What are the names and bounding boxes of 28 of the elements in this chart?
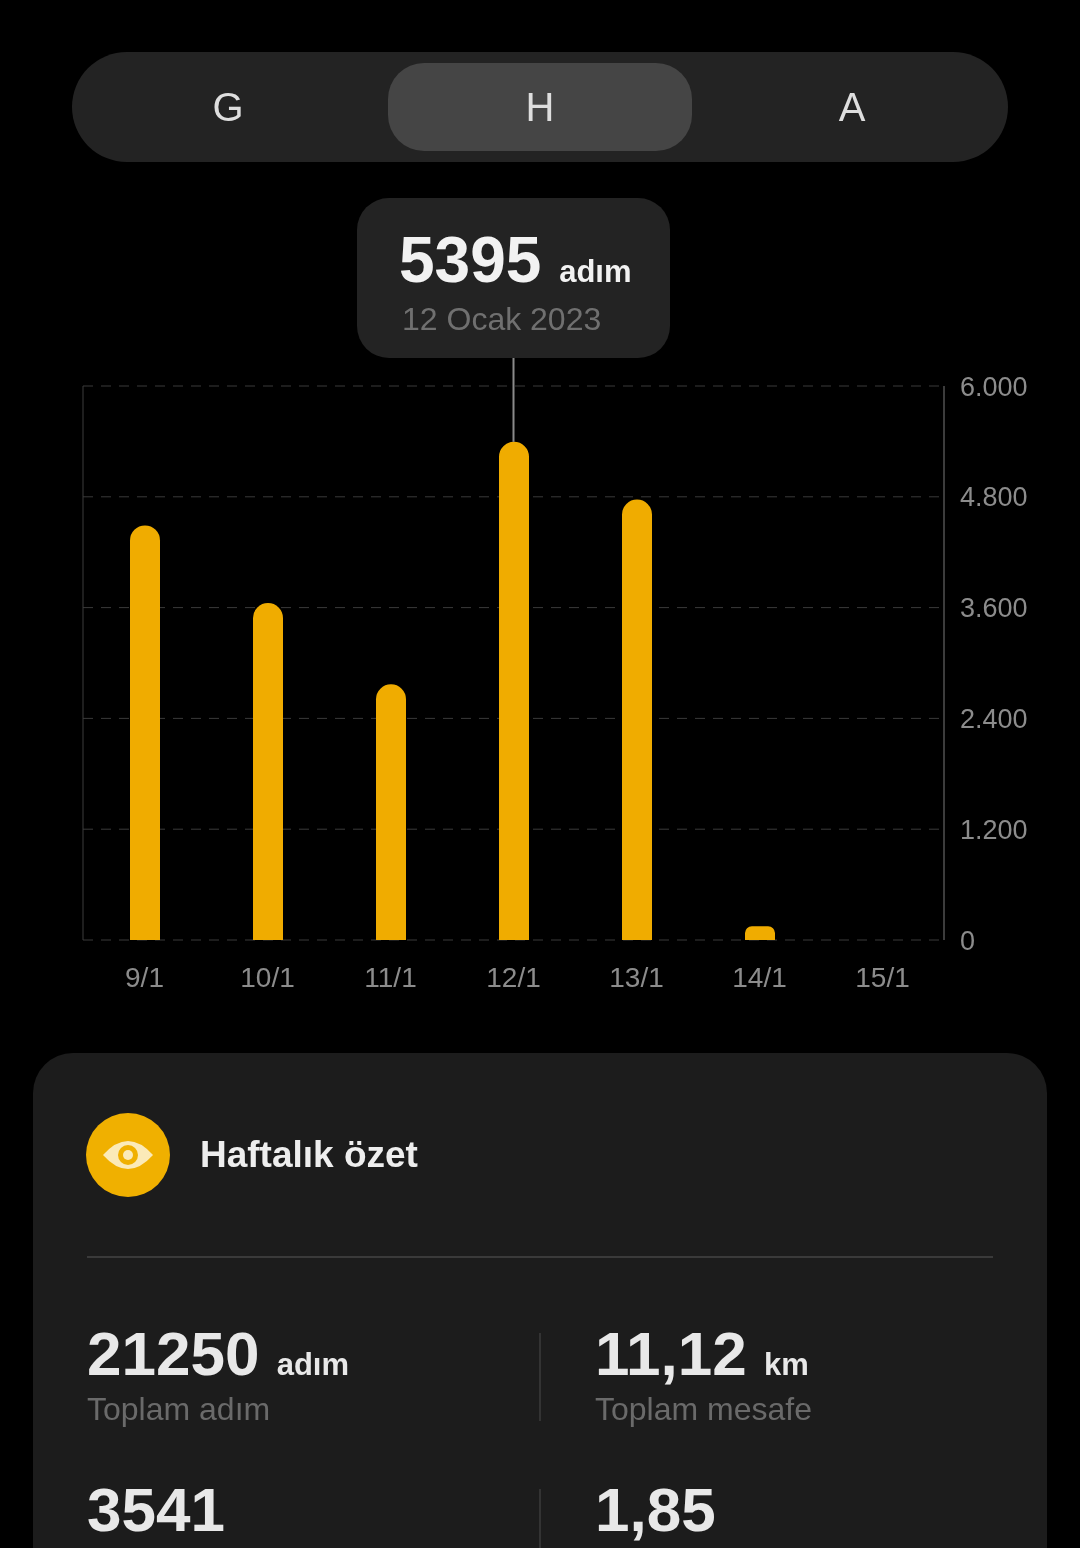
x-tick-label: 15/1 <box>855 961 910 993</box>
text: Haftalık özet <box>200 1133 418 1177</box>
bar <box>376 684 406 940</box>
y-tick-label: 1.200 <box>960 814 1028 845</box>
text: A <box>837 84 867 131</box>
x-tick-label: 12/1 <box>486 961 541 993</box>
y-tick-label: 4.800 <box>960 482 1028 513</box>
x-tick-label: 13/1 <box>609 961 664 993</box>
x-tick-label: 11/1 <box>364 961 417 993</box>
text: H <box>388 63 692 151</box>
text: 21250 adım Toplam adım <box>87 1319 349 1427</box>
text: 3541 <box>87 1475 225 1544</box>
y-tick-label: 6.000 <box>960 371 1028 402</box>
y-tick-label: 2.400 <box>960 703 1028 734</box>
bar <box>622 499 652 940</box>
y-tick-label: 0 <box>960 925 976 956</box>
x-tick-label: 10/1 <box>240 961 295 993</box>
text: 1,85 <box>595 1475 716 1544</box>
bar <box>130 525 160 940</box>
bar <box>499 441 529 940</box>
text: G <box>211 84 245 131</box>
bar <box>745 926 775 940</box>
y-tick-label: 3.600 <box>960 593 1028 624</box>
x-tick-label: 14/1 <box>732 961 787 993</box>
annotation: 5395 adım 12 Ocak 2023 <box>399 224 632 337</box>
x-tick-label: 9/1 <box>125 961 164 993</box>
text: 11,12 km Toplam mesafe <box>595 1319 812 1427</box>
bar <box>253 602 283 940</box>
